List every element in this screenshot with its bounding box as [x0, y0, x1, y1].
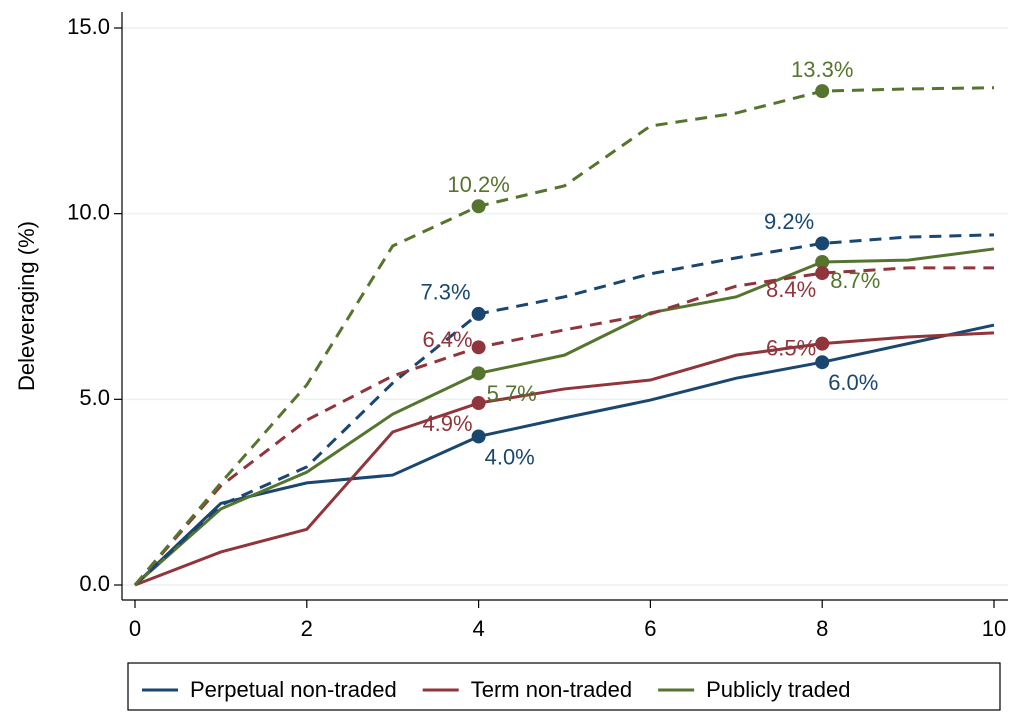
x-tick-label: 10 [982, 616, 1006, 641]
legend-label: Term non-traded [471, 677, 632, 702]
series-line [133, 86, 995, 586]
series-line [133, 266, 994, 586]
point-marker [471, 429, 486, 444]
data-label: 9.2% [764, 209, 814, 234]
data-label: 5.7% [487, 381, 537, 406]
series-line [134, 247, 995, 587]
x-tick-label: 8 [816, 616, 828, 641]
data-label: 8.7% [830, 268, 880, 293]
point-marker [471, 306, 486, 321]
y-tick-label: 5.0 [79, 385, 110, 410]
y-tick-label: 15.0 [67, 14, 110, 39]
data-label: 4.0% [485, 444, 535, 469]
x-tick-label: 4 [472, 616, 484, 641]
data-label: 8.4% [766, 277, 816, 302]
series-line [134, 331, 995, 587]
y-tick-label: 10.0 [67, 199, 110, 224]
point-marker [815, 355, 830, 370]
legend-box [127, 662, 1001, 711]
point-marker [471, 396, 486, 411]
point-marker [471, 340, 486, 355]
point-marker [815, 336, 830, 351]
point-marker [815, 254, 830, 269]
data-label: 10.2% [447, 172, 509, 197]
legend-label: Publicly traded [706, 677, 850, 702]
y-tick-label: 0.0 [79, 571, 110, 596]
series-line [133, 233, 995, 587]
data-label: 6.0% [828, 370, 878, 395]
x-tick-label: 0 [129, 616, 141, 641]
x-tick-label: 2 [301, 616, 313, 641]
data-label: 6.4% [422, 327, 472, 352]
point-marker [471, 366, 486, 381]
point-marker [815, 236, 830, 251]
data-label: 6.5% [766, 335, 816, 360]
point-marker [471, 199, 486, 214]
data-label: 13.3% [791, 57, 853, 82]
legend-label: Perpetual non-traded [190, 677, 397, 702]
x-tick-label: 6 [644, 616, 656, 641]
series-line [133, 323, 995, 587]
data-label: 7.3% [420, 280, 470, 305]
data-label: 4.9% [422, 411, 472, 436]
y-axis-label: Deleveraging (%) [14, 221, 39, 391]
point-marker [815, 266, 830, 281]
point-marker [815, 84, 830, 99]
